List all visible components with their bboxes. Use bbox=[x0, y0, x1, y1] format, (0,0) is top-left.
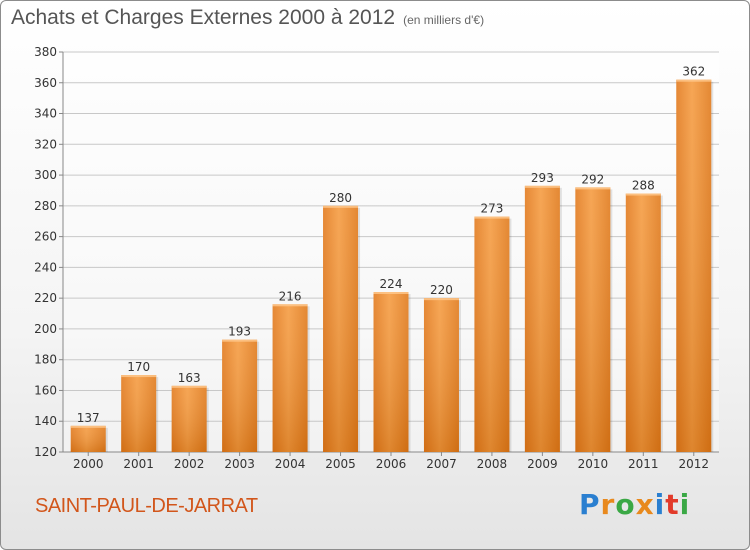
value-label-2008: 273 bbox=[480, 202, 503, 216]
value-label-2004: 216 bbox=[279, 289, 302, 303]
y-tick-label-120: 120 bbox=[34, 445, 57, 459]
x-tick-label-2012: 2012 bbox=[678, 457, 709, 471]
bar-shade-2000 bbox=[70, 425, 106, 452]
y-tick-label-160: 160 bbox=[34, 383, 57, 397]
y-tick-label-380: 380 bbox=[34, 45, 57, 59]
proxiti-logo: Proxiti bbox=[579, 488, 690, 521]
bar-shade-2002 bbox=[171, 385, 207, 452]
value-label-2003: 193 bbox=[228, 325, 251, 339]
y-tick-label-320: 320 bbox=[34, 137, 57, 151]
y-tick-label-360: 360 bbox=[34, 76, 57, 90]
bar-top-2008 bbox=[474, 216, 510, 219]
bar-shade-2006 bbox=[373, 292, 409, 452]
bar-top-2002 bbox=[171, 385, 207, 388]
x-tick-label-2005: 2005 bbox=[325, 457, 356, 471]
label-layer: 120 140 160 180 200 220 240 260 280 300 320 340 360 3… bbox=[34, 45, 709, 471]
bar-shade-2003 bbox=[222, 339, 258, 452]
bar-top-2010 bbox=[575, 187, 611, 190]
bar-top-2012 bbox=[676, 79, 712, 82]
bar-shade-2010 bbox=[575, 187, 611, 452]
bar-top-2005 bbox=[323, 205, 359, 208]
bar-shade-2012 bbox=[676, 79, 712, 452]
logo-letter-3: x bbox=[635, 488, 655, 521]
bar-shade-2005 bbox=[323, 205, 359, 452]
logo-letter-6: i bbox=[679, 488, 691, 521]
value-label-2002: 163 bbox=[178, 371, 201, 385]
x-tick-label-2009: 2009 bbox=[527, 457, 558, 471]
x-tick-label-2000: 2000 bbox=[73, 457, 104, 471]
logo-letter-5: t bbox=[665, 488, 680, 521]
bar-top-2003 bbox=[222, 339, 258, 342]
bar-top-2004 bbox=[272, 304, 308, 307]
y-tick-label-280: 280 bbox=[34, 199, 57, 213]
x-tick-label-2011: 2011 bbox=[628, 457, 659, 471]
x-tick-label-2004: 2004 bbox=[275, 457, 306, 471]
bar-shade-2008 bbox=[474, 216, 510, 452]
x-tick-label-2007: 2007 bbox=[426, 457, 457, 471]
chart-title-text: Achats et Charges Externes 2000 à 2012 bbox=[11, 6, 396, 29]
y-tick-label-340: 340 bbox=[34, 107, 57, 121]
y-tick-label-260: 260 bbox=[34, 230, 57, 244]
bar-layer bbox=[70, 79, 714, 453]
x-tick-label-2002: 2002 bbox=[174, 457, 205, 471]
value-label-2010: 292 bbox=[581, 172, 604, 186]
x-tick-label-2010: 2010 bbox=[578, 457, 609, 471]
bar-top-2001 bbox=[121, 375, 157, 378]
x-tick-label-2003: 2003 bbox=[224, 457, 255, 471]
x-tick-label-2001: 2001 bbox=[123, 457, 154, 471]
value-label-2007: 220 bbox=[430, 283, 453, 297]
y-tick-label-220: 220 bbox=[34, 291, 57, 305]
value-label-2006: 224 bbox=[380, 277, 403, 291]
y-tick-label-200: 200 bbox=[34, 322, 57, 336]
value-label-2012: 362 bbox=[682, 65, 705, 79]
value-label-2011: 288 bbox=[632, 179, 655, 193]
x-tick-label-2008: 2008 bbox=[477, 457, 508, 471]
logo-letter-2: o bbox=[615, 488, 636, 521]
logo-letter-1: r bbox=[600, 488, 616, 521]
value-label-2001: 170 bbox=[127, 360, 150, 374]
y-tick-label-180: 180 bbox=[34, 353, 57, 367]
bar-shade-2007 bbox=[423, 298, 459, 452]
bar-top-2006 bbox=[373, 292, 409, 294]
x-tick-label-2006: 2006 bbox=[376, 457, 407, 471]
bar-top-2009 bbox=[524, 185, 560, 188]
bar-shade-2011 bbox=[625, 193, 661, 453]
logo-letter-4: i bbox=[654, 488, 666, 521]
bar-shade-2009 bbox=[524, 185, 560, 452]
bar-top-2000 bbox=[70, 425, 106, 428]
town-name: SAINT-PAUL-DE-JARRAT bbox=[35, 495, 258, 517]
y-tick-label-140: 140 bbox=[34, 414, 57, 428]
value-label-2005: 280 bbox=[329, 191, 352, 205]
value-label-2009: 293 bbox=[531, 171, 554, 185]
y-tick-label-300: 300 bbox=[34, 168, 57, 182]
value-label-2000: 137 bbox=[77, 411, 100, 425]
bar-shade-2001 bbox=[121, 375, 157, 452]
logo-letter-0: P bbox=[579, 488, 601, 521]
chart-subtitle: (en milliers d'€) bbox=[403, 13, 485, 27]
bar-shade-2004 bbox=[272, 304, 308, 452]
chart-title: Achats et Charges Externes 2000 à 2012 (e… bbox=[11, 6, 484, 30]
bar-top-2011 bbox=[625, 193, 661, 196]
bar-top-2007 bbox=[423, 298, 459, 301]
y-tick-label-240: 240 bbox=[34, 260, 57, 274]
